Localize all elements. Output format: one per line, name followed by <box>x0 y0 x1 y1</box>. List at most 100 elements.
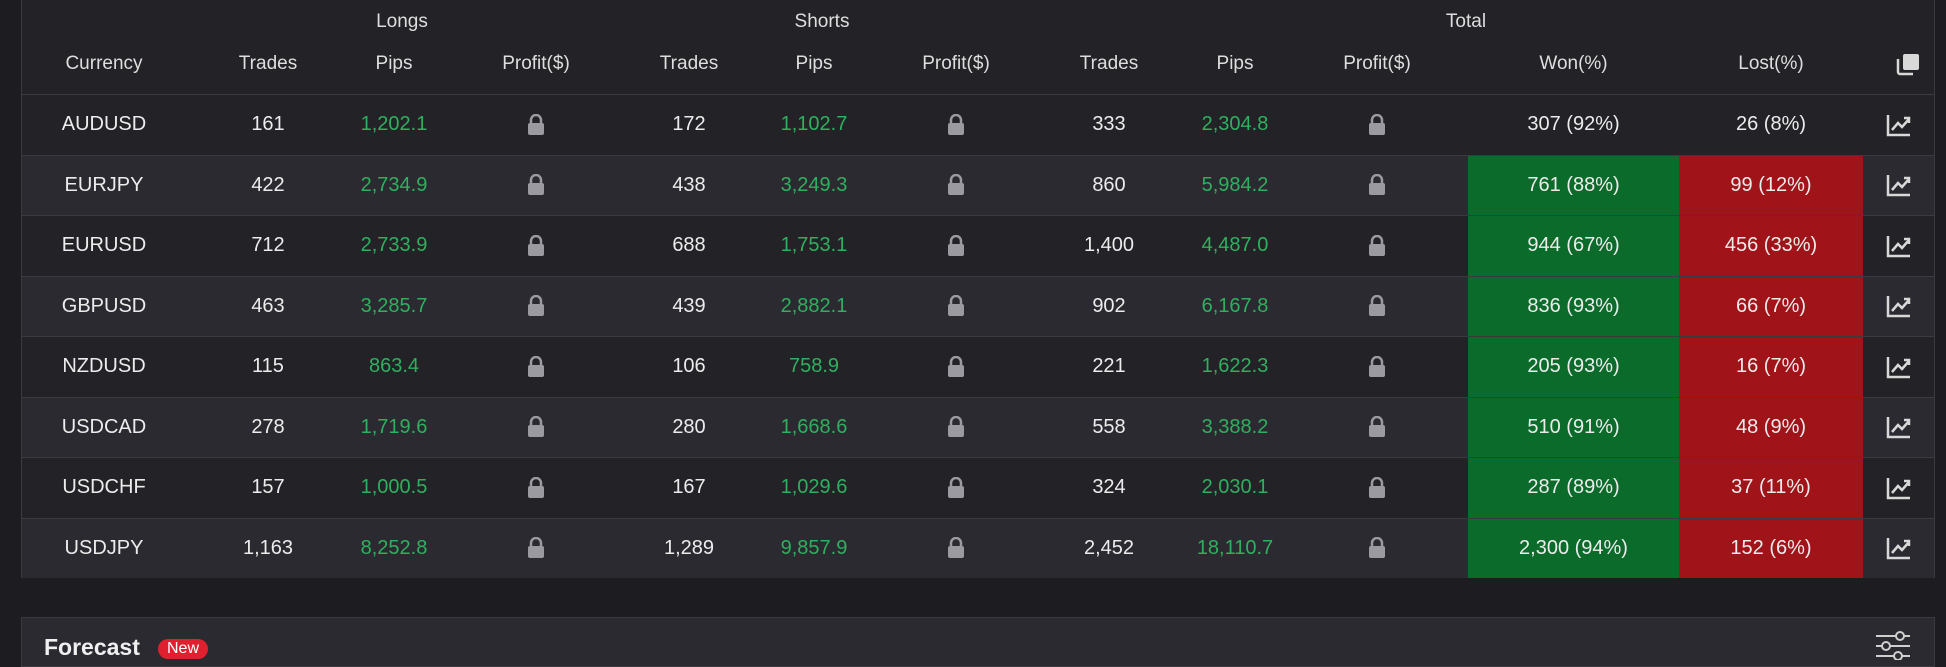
lock-icon <box>528 476 544 498</box>
chart-cell[interactable] <box>1863 337 1934 397</box>
col-header-longs-profit: Profit($) <box>502 53 570 74</box>
chart-line-icon[interactable] <box>1886 415 1912 439</box>
sliders-icon[interactable] <box>1874 630 1912 660</box>
shorts-pips-cell: 3,249.3 <box>780 173 848 196</box>
lock-icon <box>1369 295 1385 317</box>
lost-cell: 152 (6%) <box>1679 518 1863 578</box>
lock-icon <box>528 416 544 438</box>
chart-cell[interactable] <box>1863 95 1934 155</box>
lock-icon <box>528 174 544 196</box>
won-cell: 307 (92%) <box>1527 113 1620 136</box>
shorts-pips-cell: 1,102.7 <box>780 113 848 136</box>
longs-pips-cell: 1,719.6 <box>360 415 428 438</box>
total-profit-cell <box>1306 398 1448 458</box>
lock-icon <box>528 537 544 559</box>
shorts-trades-cell: 106 <box>672 355 706 378</box>
col-header-shorts-pips: Pips <box>795 53 833 74</box>
lock-icon <box>948 537 964 559</box>
shorts-pips-cell: 758.9 <box>788 355 840 378</box>
won-cell: 510 (91%) <box>1468 397 1679 457</box>
chart-cell[interactable] <box>1863 458 1934 518</box>
chart-line-icon[interactable] <box>1886 113 1912 137</box>
lock-icon <box>1369 537 1385 559</box>
longs-pips-cell: 2,733.9 <box>360 234 428 257</box>
total-profit-cell <box>1306 277 1448 337</box>
total-pips-cell: 3,388.2 <box>1201 415 1269 438</box>
lock-icon <box>948 295 964 317</box>
total-trades-cell: 333 <box>1092 113 1126 136</box>
group-header-shorts: Shorts <box>794 11 850 32</box>
col-header-longs-pips: Pips <box>375 53 413 74</box>
table-row: NZDUSD 115 863.4 106 758.9 221 1,622.3 205 (93%… <box>22 336 1934 397</box>
lock-icon <box>528 355 544 377</box>
total-profit-cell <box>1306 519 1448 579</box>
shorts-profit-cell <box>885 156 1027 216</box>
longs-profit-cell <box>465 216 607 276</box>
lock-icon <box>948 355 964 377</box>
chart-line-icon[interactable] <box>1886 173 1912 197</box>
currency-stats-table: Longs Shorts Total Currency Trades Pips … <box>21 0 1935 578</box>
table-body: AUDUSD 161 1,202.1 172 1,102.7 333 2,304.8 307 … <box>22 94 1934 578</box>
chart-line-icon[interactable] <box>1886 355 1912 379</box>
lost-cell: 66 (7%) <box>1679 276 1863 336</box>
chart-line-icon[interactable] <box>1886 294 1912 318</box>
chart-cell[interactable] <box>1863 277 1934 337</box>
currency-cell: NZDUSD <box>62 355 146 378</box>
group-header-longs: Longs <box>376 11 428 32</box>
shorts-profit-cell <box>885 519 1027 579</box>
copy-icon[interactable] <box>1895 52 1921 76</box>
lost-cell: 37 (11%) <box>1679 458 1863 518</box>
lock-icon <box>948 174 964 196</box>
col-header-currency: Currency <box>65 53 143 74</box>
longs-profit-cell <box>465 156 607 216</box>
chart-cell[interactable] <box>1863 398 1934 458</box>
chart-cell[interactable] <box>1863 216 1934 276</box>
forecast-title: Forecast <box>44 634 140 660</box>
total-trades-cell: 2,452 <box>1083 536 1135 559</box>
lock-icon <box>1369 476 1385 498</box>
total-trades-cell: 558 <box>1092 415 1126 438</box>
shorts-pips-cell: 1,753.1 <box>780 234 848 257</box>
longs-trades-cell: 712 <box>251 234 285 257</box>
chart-cell[interactable] <box>1863 519 1934 579</box>
shorts-profit-cell <box>885 95 1027 155</box>
longs-trades-cell: 161 <box>251 113 285 136</box>
lock-icon <box>528 234 544 256</box>
chart-cell[interactable] <box>1863 156 1934 216</box>
chart-line-icon[interactable] <box>1886 234 1912 258</box>
shorts-trades-cell: 1,289 <box>663 536 715 559</box>
longs-profit-cell <box>465 458 607 518</box>
total-pips-cell: 18,110.7 <box>1196 536 1274 559</box>
shorts-trades-cell: 439 <box>672 294 706 317</box>
total-pips-cell: 5,984.2 <box>1201 173 1269 196</box>
shorts-pips-cell: 9,857.9 <box>780 536 848 559</box>
shorts-trades-cell: 167 <box>672 476 706 499</box>
longs-profit-cell <box>465 519 607 579</box>
table-row: EURUSD 712 2,733.9 688 1,753.1 1,400 4,487.0 94… <box>22 215 1934 276</box>
longs-profit-cell <box>465 277 607 337</box>
col-header-total-profit: Profit($) <box>1343 53 1411 74</box>
col-header-total-trades: Trades <box>1079 53 1139 74</box>
shorts-profit-cell <box>885 398 1027 458</box>
won-cell: 287 (89%) <box>1468 458 1679 518</box>
currency-cell: USDJPY <box>64 536 144 559</box>
shorts-profit-cell <box>885 337 1027 397</box>
col-header-lost: Lost(%) <box>1738 53 1804 74</box>
shorts-profit-cell <box>885 216 1027 276</box>
total-trades-cell: 860 <box>1092 173 1126 196</box>
currency-cell: USDCAD <box>61 415 147 438</box>
longs-profit-cell <box>465 337 607 397</box>
chart-line-icon[interactable] <box>1886 476 1912 500</box>
shorts-trades-cell: 172 <box>672 113 706 136</box>
lock-icon <box>1369 113 1385 135</box>
chart-line-icon[interactable] <box>1886 536 1912 560</box>
longs-trades-cell: 115 <box>252 355 284 378</box>
total-trades-cell: 221 <box>1092 355 1126 378</box>
currency-cell: USDCHF <box>62 476 146 499</box>
total-pips-cell: 6,167.8 <box>1201 294 1269 317</box>
longs-pips-cell: 1,000.5 <box>360 476 428 499</box>
lost-cell: 16 (7%) <box>1679 337 1863 397</box>
lock-icon <box>528 113 544 135</box>
table-row: USDCAD 278 1,719.6 280 1,668.6 558 3,388.2 510 … <box>22 396 1934 458</box>
shorts-trades-cell: 280 <box>672 415 706 438</box>
